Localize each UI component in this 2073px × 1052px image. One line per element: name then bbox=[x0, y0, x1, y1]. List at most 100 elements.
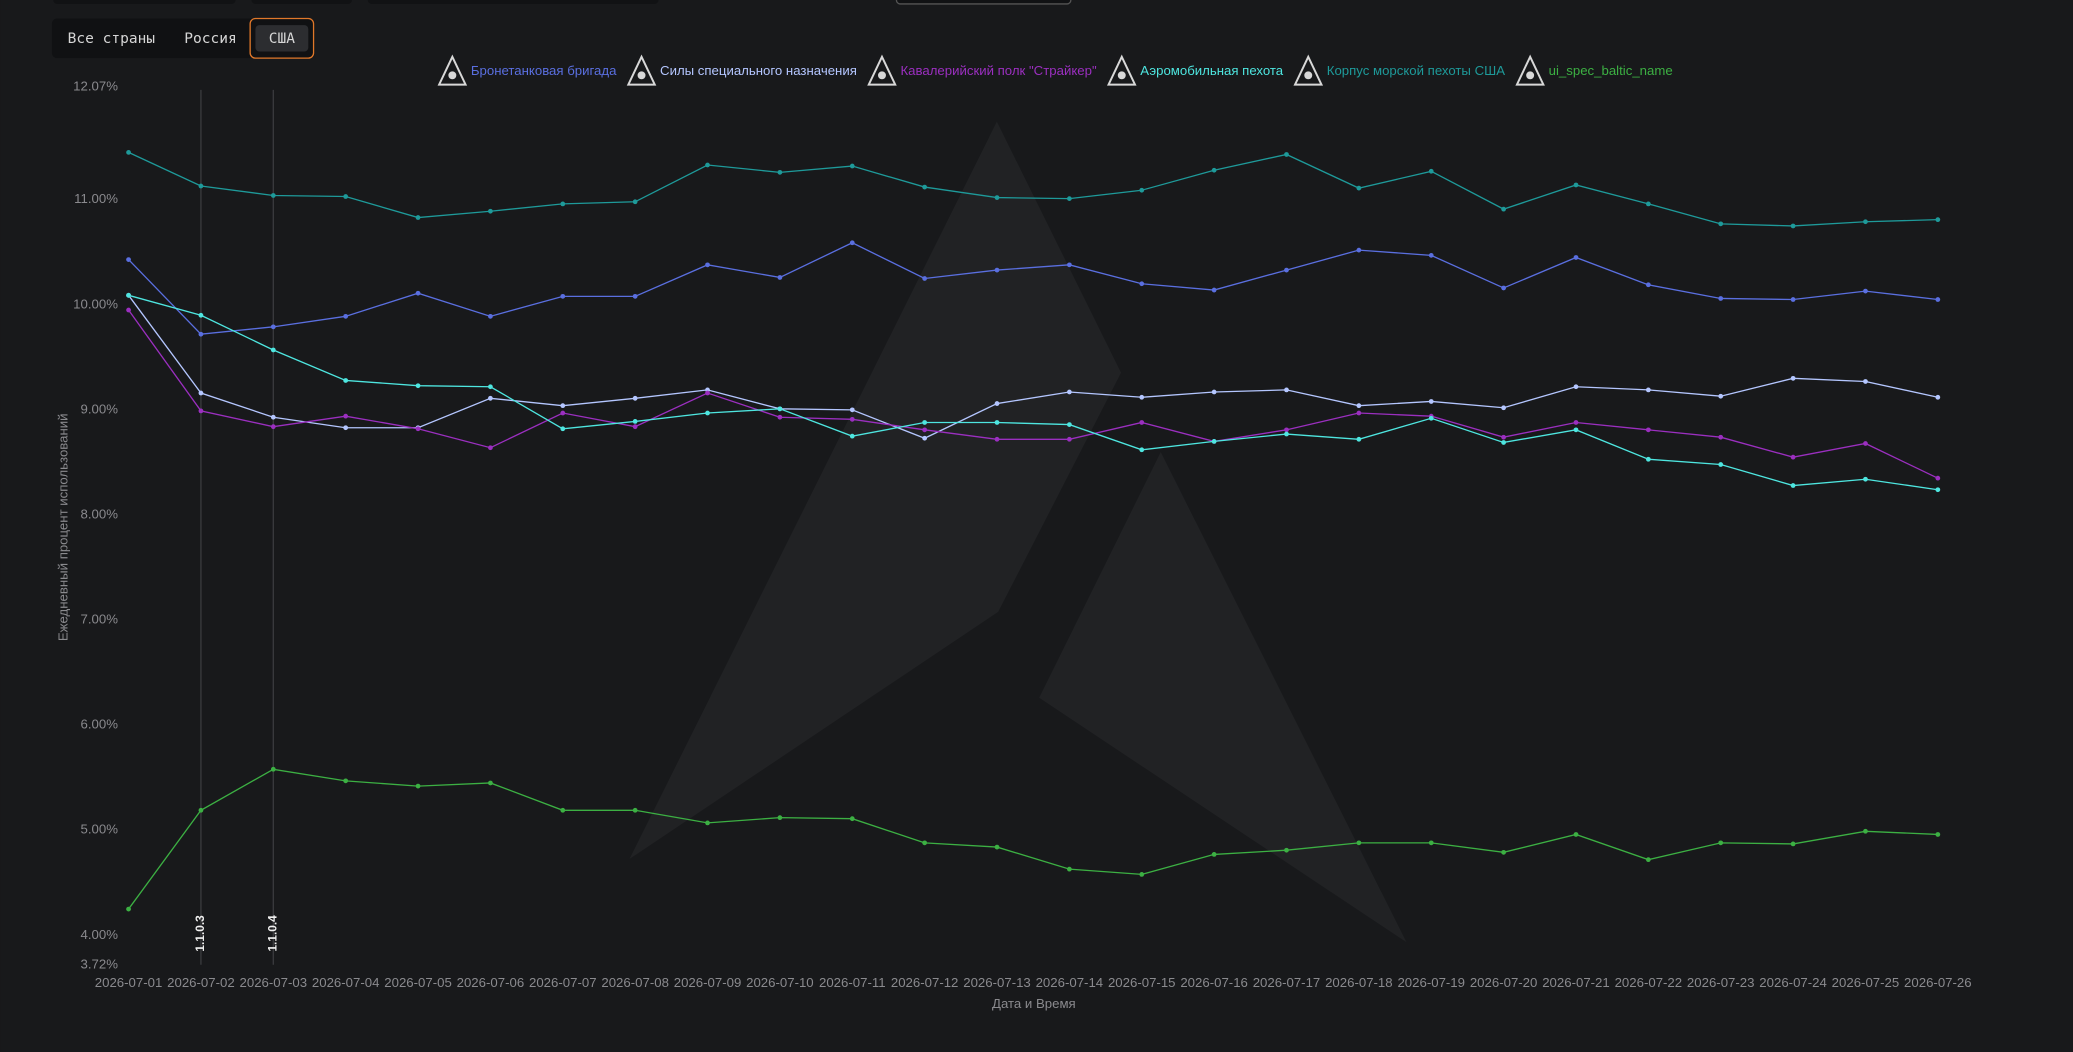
data-point bbox=[1718, 462, 1724, 467]
data-point bbox=[1356, 410, 1362, 416]
data-point bbox=[1790, 454, 1796, 460]
top-control[interactable] bbox=[251, 0, 352, 4]
data-point bbox=[1863, 828, 1868, 834]
data-point bbox=[994, 436, 1000, 442]
legend-item[interactable]: Силы специального назначения bbox=[626, 54, 857, 86]
data-point bbox=[1428, 840, 1434, 846]
data-point bbox=[849, 163, 855, 169]
data-point bbox=[488, 208, 493, 214]
data-point bbox=[488, 384, 493, 390]
data-point bbox=[1284, 431, 1289, 437]
data-point bbox=[1139, 872, 1145, 877]
legend-icon bbox=[437, 54, 468, 86]
tab-label[interactable]: Россия bbox=[184, 31, 236, 47]
legend-label[interactable]: Аэромобильная пехота bbox=[1140, 63, 1284, 78]
data-point bbox=[705, 410, 710, 416]
data-point bbox=[1284, 387, 1289, 393]
data-point bbox=[1935, 832, 1941, 837]
data-point bbox=[560, 293, 566, 299]
data-point bbox=[1139, 420, 1145, 425]
data-point bbox=[994, 420, 1000, 425]
tab-label[interactable]: Все страны bbox=[68, 31, 155, 47]
data-point bbox=[1935, 475, 1941, 481]
x-tick-label: 2026-07-15 bbox=[1108, 975, 1176, 990]
data-point bbox=[198, 183, 204, 189]
y-tick-label: 3.72% bbox=[81, 956, 119, 971]
legend-label[interactable]: ui_spec_baltic_name bbox=[1549, 63, 1673, 78]
data-point bbox=[922, 184, 928, 190]
top-control[interactable] bbox=[53, 0, 236, 4]
legend-label[interactable]: Бронетанковая бригада bbox=[471, 63, 617, 78]
top-control[interactable] bbox=[895, 0, 1072, 5]
data-point bbox=[1284, 847, 1289, 853]
legend-item[interactable]: Корпус морской пехоты США bbox=[1293, 54, 1505, 86]
data-point bbox=[849, 407, 855, 413]
annotation-label: 1.1.0.3 bbox=[193, 915, 207, 952]
legend-item[interactable]: Кавалерийский полк "Страйкер" bbox=[867, 54, 1097, 86]
data-point bbox=[632, 395, 638, 401]
data-point bbox=[488, 313, 493, 319]
legend-label[interactable]: Корпус морской пехоты США bbox=[1327, 63, 1505, 78]
data-point bbox=[1790, 297, 1796, 302]
data-point bbox=[1863, 441, 1868, 446]
data-point bbox=[1501, 206, 1506, 212]
data-point bbox=[1356, 247, 1362, 253]
tab[interactable]: Все страны bbox=[68, 31, 155, 47]
data-point bbox=[1139, 394, 1145, 400]
data-point bbox=[270, 324, 276, 330]
data-point bbox=[488, 395, 493, 401]
legend-icon bbox=[878, 71, 886, 80]
x-tick-label: 2026-07-10 bbox=[746, 975, 814, 990]
data-point bbox=[922, 420, 928, 425]
x-tick-label: 2026-07-02 bbox=[167, 975, 235, 990]
data-point bbox=[343, 778, 349, 784]
data-point bbox=[1067, 262, 1072, 268]
tab[interactable]: США bbox=[249, 17, 315, 59]
data-point bbox=[1501, 285, 1506, 291]
legend-item[interactable]: Бронетанковая бригада bbox=[437, 54, 617, 86]
data-point bbox=[126, 906, 131, 912]
legend-icon bbox=[1526, 71, 1535, 80]
data-point bbox=[1211, 287, 1217, 293]
data-point bbox=[1935, 297, 1941, 302]
top-control[interactable] bbox=[367, 0, 659, 4]
tab[interactable]: Россия bbox=[184, 31, 236, 47]
data-point bbox=[1863, 476, 1868, 482]
legend-label[interactable]: Силы специального назначения bbox=[660, 63, 857, 78]
data-point bbox=[343, 194, 349, 199]
data-point bbox=[1645, 456, 1651, 462]
y-tick-label: 10.00% bbox=[73, 296, 118, 311]
data-point bbox=[994, 401, 1000, 406]
y-tick-label: 8.00% bbox=[81, 506, 119, 521]
x-tick-label: 2026-07-14 bbox=[1036, 975, 1104, 990]
data-point bbox=[1211, 167, 1217, 173]
data-point bbox=[126, 292, 131, 298]
x-tick-label: 2026-07-23 bbox=[1687, 975, 1755, 990]
data-point bbox=[1790, 223, 1796, 229]
tab-label[interactable]: США bbox=[269, 31, 295, 47]
legend-label[interactable]: Кавалерийский полк "Страйкер" bbox=[900, 63, 1096, 78]
data-point bbox=[1645, 387, 1651, 393]
legend-icon bbox=[1117, 71, 1126, 80]
series-line bbox=[128, 294, 1938, 439]
data-point bbox=[1573, 832, 1579, 837]
series-line bbox=[128, 294, 1938, 491]
data-point bbox=[1573, 384, 1579, 390]
legend-item[interactable]: Аэромобильная пехота bbox=[1106, 54, 1284, 86]
x-tick-label: 2026-07-08 bbox=[601, 975, 669, 990]
data-point bbox=[1211, 389, 1217, 395]
data-point bbox=[632, 424, 638, 430]
tab-active-border bbox=[249, 17, 315, 59]
series-line bbox=[128, 309, 1939, 479]
data-point bbox=[777, 169, 783, 175]
data-point bbox=[126, 150, 131, 155]
data-point bbox=[560, 807, 566, 813]
legend-item[interactable]: ui_spec_baltic_name bbox=[1515, 54, 1673, 86]
data-point bbox=[1935, 217, 1941, 223]
annotation-label: 1.1.0.4 bbox=[265, 915, 279, 952]
data-point bbox=[560, 403, 566, 409]
data-point bbox=[1428, 399, 1434, 404]
series-line bbox=[128, 151, 1938, 227]
watermark bbox=[629, 121, 1122, 860]
data-point bbox=[1718, 393, 1724, 399]
